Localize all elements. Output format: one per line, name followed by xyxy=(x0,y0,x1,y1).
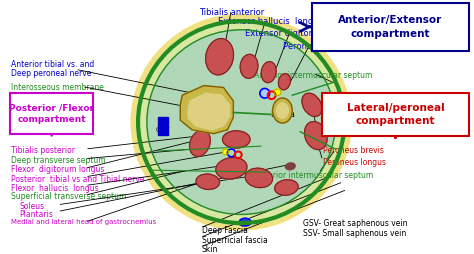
Ellipse shape xyxy=(216,157,247,179)
Text: Anterior tibial vs. and: Anterior tibial vs. and xyxy=(11,60,95,69)
Text: Tibialis anterior: Tibialis anterior xyxy=(199,8,264,17)
Ellipse shape xyxy=(196,174,219,189)
Ellipse shape xyxy=(240,54,258,78)
Ellipse shape xyxy=(222,131,250,148)
Text: Superficial transverse septum: Superficial transverse septum xyxy=(11,192,127,201)
Ellipse shape xyxy=(302,93,322,117)
Text: SSV- Small saphenous vein: SSV- Small saphenous vein xyxy=(303,229,406,238)
Text: Posterior intermuscular septum: Posterior intermuscular septum xyxy=(252,171,373,180)
Ellipse shape xyxy=(276,103,288,118)
Text: Soleus: Soleus xyxy=(19,202,45,211)
Text: Extensor digitorum longus: Extensor digitorum longus xyxy=(245,29,356,38)
Text: Anterior intermuscular septum: Anterior intermuscular septum xyxy=(254,71,373,80)
Text: Peroneus longus: Peroneus longus xyxy=(323,158,386,167)
Ellipse shape xyxy=(261,61,276,83)
Polygon shape xyxy=(188,93,229,130)
Text: Anterior/Extensor
compartment: Anterior/Extensor compartment xyxy=(338,15,443,39)
Ellipse shape xyxy=(206,39,234,75)
Bar xyxy=(158,117,167,135)
Polygon shape xyxy=(180,86,233,134)
Ellipse shape xyxy=(274,180,298,195)
Circle shape xyxy=(260,88,270,98)
Text: Flexor  hallucis  longus: Flexor hallucis longus xyxy=(11,184,99,193)
Circle shape xyxy=(136,19,346,225)
FancyBboxPatch shape xyxy=(322,93,469,136)
Circle shape xyxy=(147,30,336,214)
Ellipse shape xyxy=(245,168,273,188)
Text: Fibula: Fibula xyxy=(270,110,295,119)
Text: Tibialis posterior: Tibialis posterior xyxy=(11,146,75,155)
Ellipse shape xyxy=(273,98,292,123)
Ellipse shape xyxy=(304,122,327,150)
Text: Posterior  tibial vs and Tibial nerve: Posterior tibial vs and Tibial nerve xyxy=(11,175,145,184)
Text: Tibia: Tibia xyxy=(188,108,208,117)
Text: Superficial fascia: Superficial fascia xyxy=(202,235,268,245)
Text: Extensor hallucis  longus: Extensor hallucis longus xyxy=(218,17,323,26)
Ellipse shape xyxy=(285,163,295,170)
Text: Deep peroneal nerve: Deep peroneal nerve xyxy=(11,69,92,78)
Circle shape xyxy=(222,149,228,155)
Text: Flexor  digitorum longus: Flexor digitorum longus xyxy=(11,165,105,174)
Text: Skin: Skin xyxy=(202,245,219,254)
Text: Medial and lateral head of gastrocnemius: Medial and lateral head of gastrocnemius xyxy=(11,219,156,225)
Text: Interosseous membrane: Interosseous membrane xyxy=(11,83,104,92)
Circle shape xyxy=(131,14,351,230)
FancyBboxPatch shape xyxy=(10,93,93,134)
Text: Plantaris: Plantaris xyxy=(19,210,53,219)
Ellipse shape xyxy=(239,218,251,226)
Ellipse shape xyxy=(190,130,210,156)
Text: Peroneus tertius: Peroneus tertius xyxy=(283,42,352,51)
Text: GSV- Great saphenous vein: GSV- Great saphenous vein xyxy=(303,219,408,228)
FancyBboxPatch shape xyxy=(312,3,469,51)
Circle shape xyxy=(274,89,281,96)
Text: Deep Fascia: Deep Fascia xyxy=(202,226,248,235)
Text: Lateral/peroneal
compartment: Lateral/peroneal compartment xyxy=(346,103,444,126)
Text: Peroneus brevis: Peroneus brevis xyxy=(323,146,383,155)
Text: Posterior /Flexor
compartment: Posterior /Flexor compartment xyxy=(9,103,94,124)
Text: SSV: SSV xyxy=(238,221,252,227)
Text: Deep transverse septum: Deep transverse septum xyxy=(11,156,106,165)
Text: GSV: GSV xyxy=(155,127,170,133)
Ellipse shape xyxy=(278,74,291,90)
